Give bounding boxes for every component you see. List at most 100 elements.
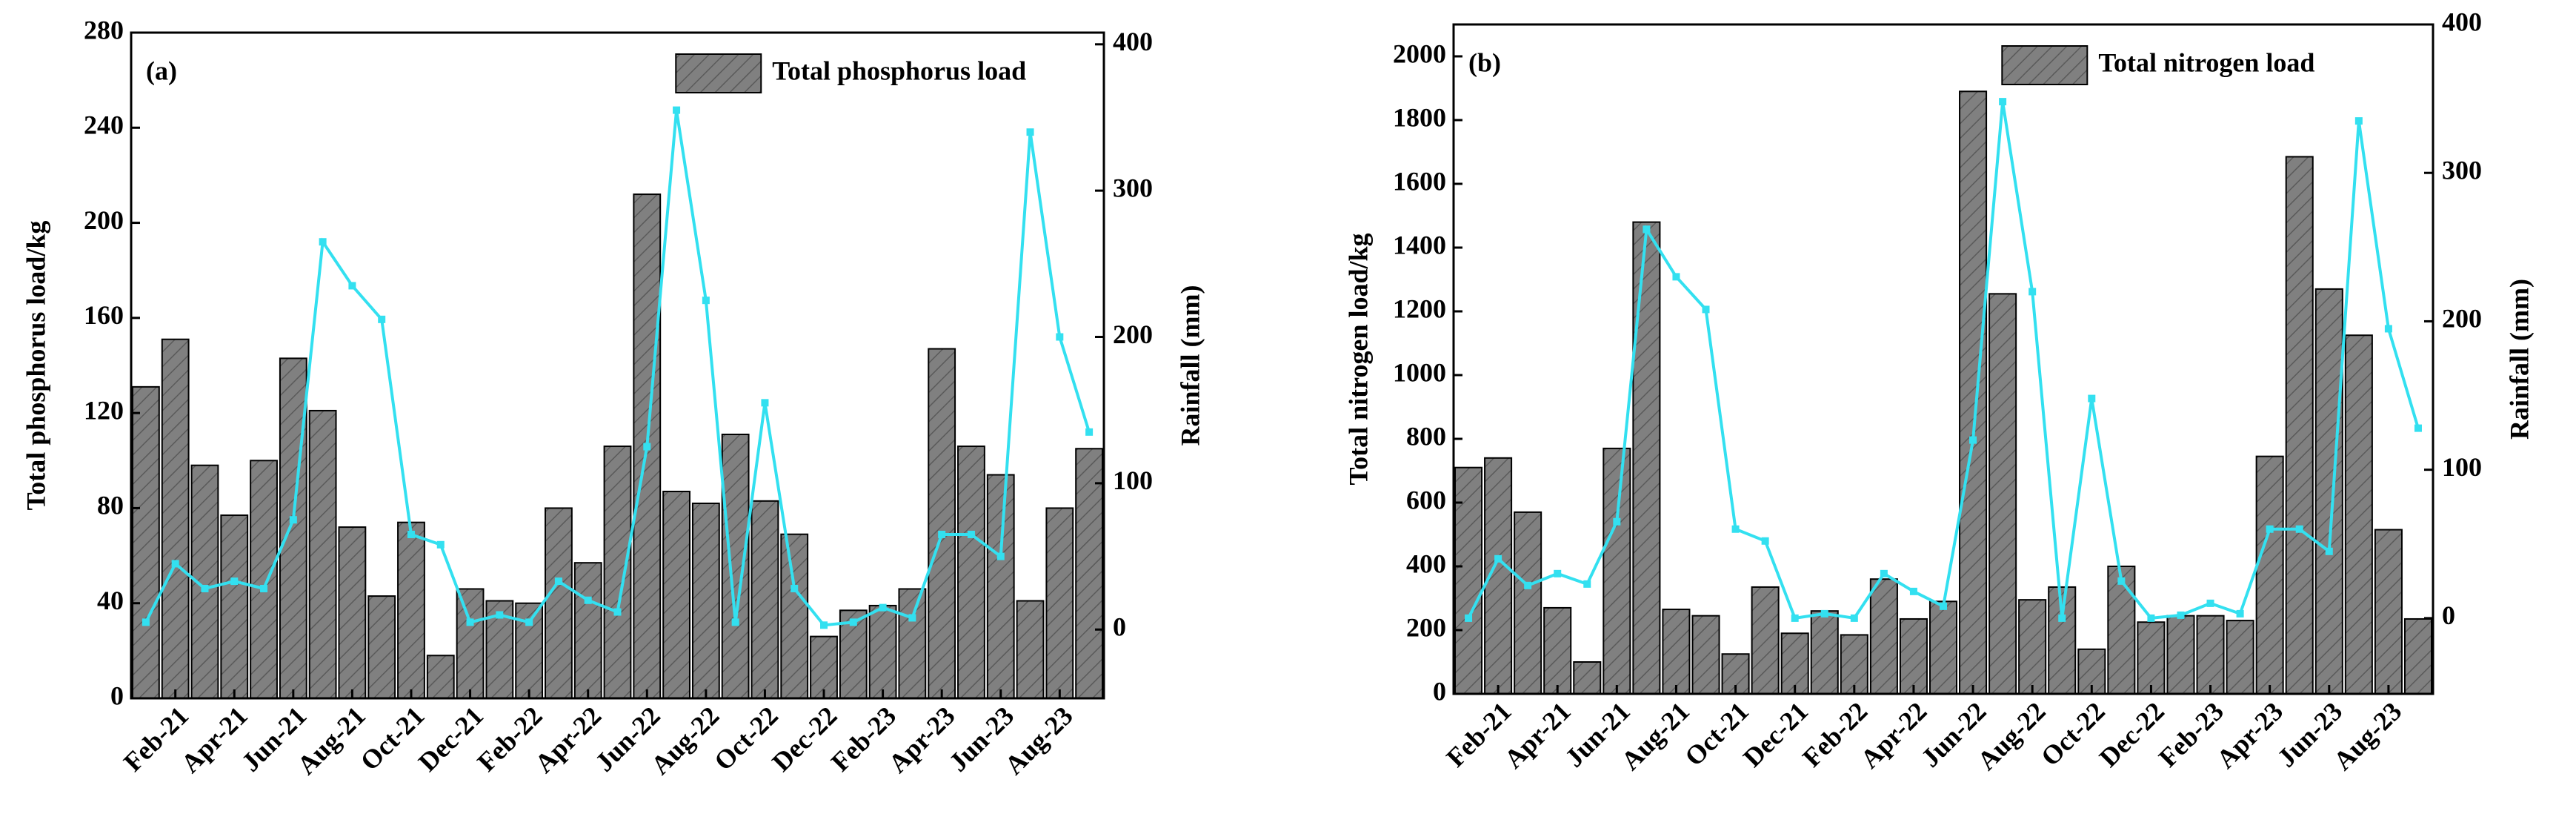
bar	[810, 635, 838, 699]
y-tick-label: 0	[110, 681, 124, 710]
rainfall-marker	[2414, 424, 2422, 432]
y-tick-label: 80	[97, 491, 124, 520]
bar	[780, 533, 809, 700]
bar	[2137, 621, 2166, 695]
rainfall-marker	[1085, 428, 1094, 436]
rainfall-marker	[1494, 554, 1502, 563]
x-tick-label: Apr-23	[2211, 696, 2289, 774]
bar	[456, 588, 485, 699]
y-tick-label: 2000	[1393, 39, 1446, 68]
bar	[308, 409, 337, 700]
rainfall-marker	[643, 443, 651, 451]
rainfall-marker	[289, 516, 297, 524]
rainfall-marker	[1731, 525, 1740, 533]
bar	[1075, 448, 1104, 699]
y2-tick-label: 400	[2442, 7, 2482, 36]
legend-label: Total nitrogen load	[2098, 47, 2314, 77]
y-tick-label: 200	[1406, 612, 1446, 642]
x-tick-label: Apr-22	[1854, 696, 1932, 774]
bar	[426, 655, 455, 699]
rainfall-marker	[1465, 614, 1473, 622]
rainfall-marker	[2058, 614, 2066, 622]
bar	[1045, 507, 1074, 700]
y-tick-label: 600	[1406, 485, 1446, 514]
bar	[2255, 455, 2284, 695]
rainfall-marker	[2236, 609, 2244, 618]
rainfall-marker	[996, 552, 1005, 560]
bar	[2107, 566, 2136, 695]
bar	[1840, 634, 1868, 695]
bar	[1959, 90, 1988, 695]
x-tick-label: Aug-23	[2328, 696, 2407, 775]
panel: 0 200 400 600 800 1000 1200 1400 1600 1800 2000 0 10…	[1343, 7, 2534, 775]
bar	[1573, 661, 1602, 695]
rainfall-marker	[1969, 436, 1977, 444]
rainfall-marker	[2325, 547, 2333, 555]
bar	[545, 507, 573, 700]
bar	[868, 604, 897, 700]
y2-axis-label: Rainfall (mm)	[2504, 279, 2534, 440]
bar	[1988, 293, 2017, 695]
rainfall-marker	[1613, 517, 1621, 526]
rainfall-marker	[938, 530, 946, 538]
bar	[220, 514, 249, 699]
rainfall-marker	[2028, 288, 2037, 296]
bar	[1869, 578, 1898, 695]
x-tick-label: Aug-21	[291, 701, 370, 780]
rainfall-marker	[348, 282, 356, 290]
bar	[1514, 511, 1542, 695]
bar	[1632, 221, 1661, 695]
bar	[2344, 334, 2373, 695]
bar	[2196, 615, 2225, 695]
rainfall-marker	[1880, 569, 1888, 577]
y-tick-label: 1000	[1393, 357, 1446, 387]
panel-label: (b)	[1468, 47, 1501, 77]
rainfall-marker	[1026, 128, 1034, 136]
rainfall-marker	[2147, 614, 2155, 622]
bar	[250, 460, 278, 699]
bar	[573, 562, 602, 700]
bar	[367, 595, 396, 699]
x-tick-label: Dec-22	[766, 701, 842, 777]
rainfall-marker	[436, 540, 445, 549]
rainfall-marker	[1940, 602, 1947, 610]
rainfall-marker	[378, 315, 386, 323]
rainfall-marker	[1583, 580, 1591, 588]
rainfall-marker	[820, 621, 828, 629]
bar	[1928, 600, 1958, 695]
bar	[1780, 632, 1809, 695]
bar	[928, 348, 956, 699]
rainfall-marker	[1672, 273, 1680, 281]
plot-frame	[130, 31, 1105, 700]
bar	[1602, 447, 1631, 695]
rainfall-marker	[525, 618, 533, 626]
bar	[161, 338, 190, 699]
bar	[2403, 618, 2432, 695]
y-axis-label: Total phosphorus load/kg	[21, 221, 50, 511]
bar	[2374, 529, 2403, 695]
y2-tick-label: 100	[1113, 466, 1153, 495]
y2-tick-label: 0	[1113, 612, 1126, 642]
panel: 040801201602002402800100200300400Feb-21A…	[21, 15, 1205, 780]
x-tick-label: Oct-22	[2035, 696, 2111, 772]
y2-tick-label: 300	[2442, 155, 2482, 185]
bar	[986, 474, 1015, 699]
rainfall-marker	[1524, 581, 1532, 589]
y2-axis-label: Rainfall (mm)	[1175, 285, 1205, 446]
bar	[338, 526, 367, 699]
rainfall-marker	[2295, 525, 2303, 533]
y-tick-label: 280	[84, 15, 124, 44]
rainfall-marker	[1643, 225, 1651, 234]
y-tick-label: 800	[1406, 421, 1446, 451]
y-axis-label: Total nitrogen load/kg	[1343, 233, 1373, 485]
y-tick-label: 200	[84, 205, 124, 235]
x-tick-label: Dec-21	[413, 701, 489, 777]
rainfall-marker	[142, 618, 150, 626]
bar	[131, 385, 160, 699]
bar	[2285, 156, 2314, 695]
rainfall-marker	[2206, 599, 2214, 607]
rainfall-marker	[2266, 525, 2274, 533]
bar	[515, 602, 544, 700]
bar	[397, 521, 425, 700]
y-tick-label: 240	[84, 110, 124, 140]
